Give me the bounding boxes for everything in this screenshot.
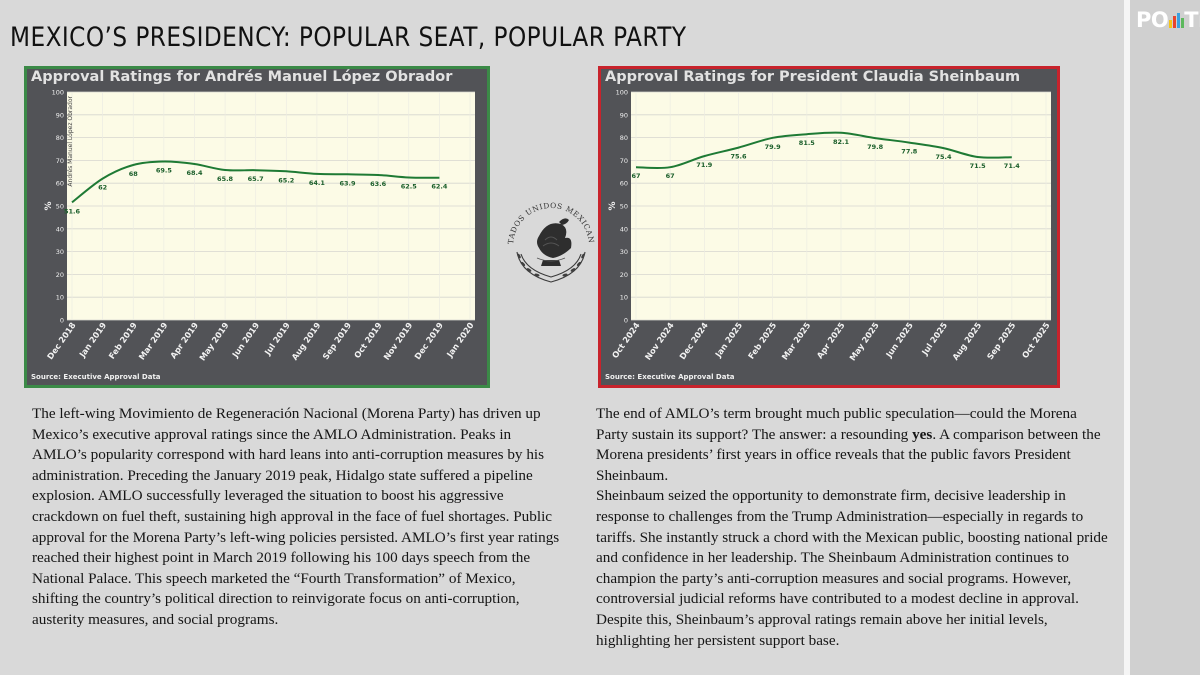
amlo-ytick-label: 20 (56, 271, 64, 279)
amlo-xtick-label: Jun 2019 (229, 320, 261, 360)
amlo-chart: 0 10 20 30 40 50 60 70 80 90 100 Dec 2018 Jan 2019Fe… (44, 89, 476, 363)
amlo-description: The left-wing Movimiento de Regeneración… (32, 404, 562, 631)
sheinbaum-chart-panel: 0 10 20 30 40 50 60 70 80 90 100 Oct 2024 Nov 2024 De… (598, 66, 1060, 388)
sheinbaum-xtick-label: Oct 2025 (1020, 320, 1052, 360)
amlo-series-line (71, 160, 440, 204)
amlo-xtick-label: Jul 2019 (262, 320, 292, 357)
amlo-data-label: 65.8 (217, 175, 234, 183)
amlo-series-label: Andrés Manuel López Obrador (67, 95, 74, 186)
sheinbaum-data-label: 79.8 (867, 143, 884, 151)
sheinbaum-ytick-label: 80 (620, 134, 628, 142)
amlo-ytick-label: 40 (56, 225, 64, 233)
sheinbaum-series-line (635, 131, 1012, 170)
amlo-xtick-label: Apr 2019 (168, 320, 200, 360)
sheinbaum-chart-title: Approval Ratings for President Claudia S… (605, 69, 1021, 85)
sheinbaum-ytick-label: 100 (616, 89, 628, 97)
sheinbaum-xtick-label: Nov 2024 (643, 320, 676, 362)
sheinbaum-ytick-label: 20 (620, 271, 628, 279)
sheinbaum-data-label: 67 (631, 172, 640, 180)
sheinbaum-data-label: 82.1 (833, 138, 850, 146)
amlo-ytick-label: 50 (56, 203, 64, 211)
amlo-paragraph: The left-wing Movimiento de Regeneración… (32, 405, 560, 628)
sheinbaum-paragraph-1: The end of AMLO’s term brought much publ… (596, 405, 1101, 484)
sheinbaum-description: The end of AMLO’s term brought much publ… (596, 404, 1111, 651)
sheinbaum-xtick-label: Jun 2025 (883, 320, 915, 360)
amlo-xtick-label: Dec 2019 (412, 320, 445, 361)
emphasis-yes: yes (912, 425, 933, 443)
page-title: MEXICO’S PRESIDENCY: POPULAR SEAT, POPUL… (10, 22, 687, 53)
bar-chart-icon (1169, 13, 1185, 28)
amlo-data-label: 51.6 (64, 207, 81, 215)
amlo-ylabel: % (44, 201, 54, 210)
amlo-xtick-label: Mar 2019 (136, 320, 169, 361)
amlo-xtick-label: Aug 2019 (289, 320, 322, 362)
sheinbaum-data-label: 75.4 (935, 153, 952, 161)
sheinbaum-xtick-label: Sep 2025 (985, 320, 1018, 361)
amlo-xtick-label: Dec 2018 (45, 320, 78, 361)
politik-logo: POTik (1136, 8, 1200, 32)
sheinbaum-xtick-label: Aug 2025 (950, 320, 983, 362)
amlo-xtick-label: Sep 2019 (320, 320, 353, 361)
mexican-coat-of-arms-seal: ESTADOS UNIDOS MEXICANOS (499, 190, 595, 283)
amlo-data-label: 69.5 (156, 167, 173, 175)
amlo-xtick-label: Jan 2019 (77, 320, 109, 360)
sheinbaum-xtick-label: Dec 2024 (677, 320, 710, 361)
sheinbaum-ytick-label: 90 (620, 111, 628, 119)
sheinbaum-xtick-label: Feb 2025 (746, 320, 779, 361)
sheinbaum-xtick-label: Oct 2024 (610, 320, 642, 360)
amlo-chart-panel: 0 10 20 30 40 50 60 70 80 90 100 Dec 2018 Jan 2019 Fe… (24, 66, 490, 388)
amlo-data-label: 62.5 (401, 183, 418, 191)
amlo-xtick-label: Feb 2019 (106, 320, 139, 361)
amlo-ytick-label: 70 (56, 157, 64, 165)
sheinbaum-ylabel: % (608, 201, 618, 210)
amlo-xtick-label: May 2019 (197, 320, 231, 362)
sheinbaum-data-label: 71.5 (970, 162, 987, 170)
amlo-ytick-label: 60 (56, 180, 64, 188)
amlo-xtick-label: Oct 2019 (352, 320, 384, 360)
side-strip (1124, 0, 1200, 675)
sheinbaum-data-label: 75.6 (730, 153, 747, 161)
sheinbaum-xtick-label: Jan 2025 (712, 320, 744, 360)
sheinbaum-xtick-label: Mar 2025 (779, 320, 812, 361)
amlo-chart-title: Approval Ratings for Andrés Manuel López… (31, 69, 453, 85)
sheinbaum-chart-source: Source: Executive Approval Data (605, 373, 735, 381)
amlo-data-label: 63.9 (340, 179, 357, 187)
sheinbaum-data-label: 67 (666, 172, 675, 180)
amlo-data-label: 65.2 (278, 176, 294, 184)
amlo-ytick-label: 0 (60, 317, 64, 325)
amlo-data-label: 64.1 (309, 179, 326, 187)
sheinbaum-xtick-label: Jul 2025 (919, 320, 949, 357)
amlo-data-label: 65.7 (248, 175, 264, 183)
sheinbaum-ytick-label: 0 (624, 317, 628, 325)
sheinbaum-ytick-label: 50 (620, 203, 628, 211)
sheinbaum-data-label: 81.5 (799, 139, 816, 147)
amlo-ytick-label: 10 (56, 294, 64, 302)
sheinbaum-data-label: 71.9 (696, 161, 713, 169)
sheinbaum-data-label: 79.9 (765, 143, 782, 151)
amlo-data-label: 62.4 (431, 183, 448, 191)
sheinbaum-ytick-label: 60 (620, 180, 628, 188)
side-divider (1124, 0, 1130, 675)
sheinbaum-ytick-label: 10 (620, 294, 628, 302)
amlo-data-label: 68.4 (186, 169, 203, 177)
sheinbaum-ytick-label: 30 (620, 248, 628, 256)
sheinbaum-xtick-label: Apr 2025 (814, 320, 846, 360)
amlo-ytick-label: 80 (56, 134, 64, 142)
sheinbaum-ytick-label: 70 (620, 157, 628, 165)
amlo-ytick-label: 100 (52, 89, 64, 97)
amlo-ytick-label: 90 (56, 111, 64, 119)
amlo-ytick-label: 30 (56, 248, 64, 256)
sheinbaum-ytick-label: 40 (620, 225, 628, 233)
amlo-chart-source: Source: Executive Approval Data (31, 373, 161, 381)
sheinbaum-data-label: 77.8 (901, 148, 918, 156)
sheinbaum-xtick-label: May 2025 (847, 320, 881, 362)
amlo-data-label: 63.6 (370, 180, 387, 188)
amlo-xtick-label: Jan 2020 (444, 320, 476, 360)
sheinbaum-paragraph-2: Sheinbaum seized the opportunity to demo… (596, 487, 1108, 649)
amlo-xtick-label: Nov 2019 (381, 320, 414, 362)
sheinbaum-chart: 0 10 20 30 40 50 60 70 80 90 100 Oct 2024 Nov 2024 De… (608, 89, 1052, 363)
amlo-data-label: 68 (129, 170, 139, 178)
sheinbaum-data-label: 71.4 (1004, 162, 1021, 170)
amlo-data-label: 62 (98, 184, 107, 192)
